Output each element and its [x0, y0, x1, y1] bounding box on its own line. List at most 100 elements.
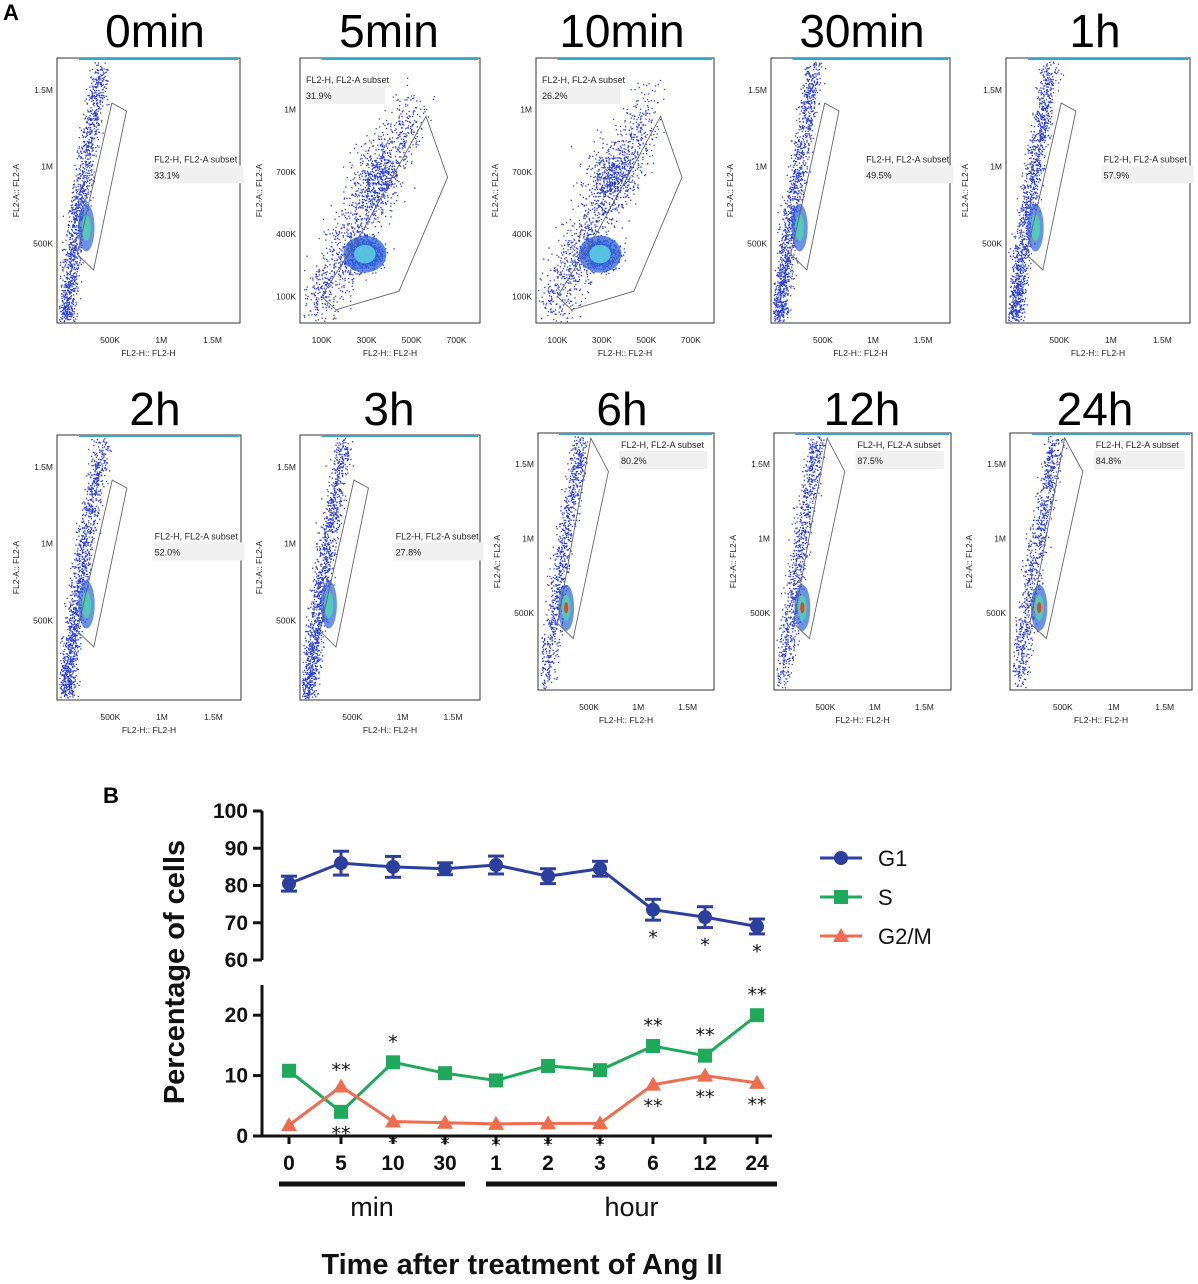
event-dot	[83, 175, 85, 177]
event-dot	[317, 275, 319, 278]
event-dot	[621, 140, 623, 142]
event-dot	[84, 195, 86, 197]
event-dot	[72, 294, 75, 296]
event-dot	[400, 185, 402, 187]
event-dot	[400, 138, 403, 140]
event-dot	[327, 229, 329, 231]
event-dot	[396, 138, 398, 140]
event-dot	[603, 196, 606, 198]
event-dot	[612, 163, 614, 165]
event-dot	[423, 108, 425, 110]
event-dot	[63, 312, 65, 314]
event-dot	[372, 175, 374, 178]
event-dot	[101, 97, 104, 99]
event-dot	[562, 248, 565, 250]
event-dot	[383, 267, 386, 269]
event-dot	[65, 310, 68, 312]
event-dot	[381, 172, 383, 174]
event-dot	[543, 292, 545, 294]
event-dot	[562, 254, 564, 256]
event-dot	[350, 167, 353, 169]
event-dot	[361, 170, 363, 172]
event-dot	[590, 223, 593, 225]
event-dot	[68, 307, 70, 309]
event-dot	[608, 196, 610, 198]
event-dot	[614, 164, 616, 166]
event-dot	[365, 208, 367, 211]
event-dot	[323, 272, 325, 274]
event-dot	[398, 156, 401, 158]
event-dot	[575, 279, 577, 281]
x-tick-label: 500K	[100, 335, 120, 345]
event-dot	[363, 233, 366, 235]
event-dot	[547, 287, 550, 289]
event-dot	[567, 229, 569, 231]
event-dot	[378, 176, 380, 178]
event-dot	[313, 287, 315, 289]
event-dot	[67, 264, 69, 266]
event-dot	[93, 154, 95, 156]
event-dot	[316, 297, 318, 299]
event-dot	[315, 288, 318, 290]
event-dot	[61, 313, 63, 316]
event-dot	[70, 265, 72, 268]
event-dot	[649, 143, 651, 145]
event-dot	[315, 273, 317, 275]
event-dot	[630, 136, 632, 138]
event-dot	[393, 168, 395, 170]
event-dot	[556, 283, 559, 285]
event-dot	[87, 177, 90, 179]
event-dot	[332, 250, 334, 252]
event-dot	[629, 161, 631, 164]
event-dot	[355, 173, 357, 176]
event-dot	[92, 149, 94, 151]
event-dot	[94, 130, 96, 133]
event-dot	[355, 190, 357, 192]
event-dot	[90, 137, 93, 140]
event-dot	[92, 99, 94, 102]
event-dot	[409, 127, 412, 130]
event-dot	[559, 306, 562, 308]
event-dot	[336, 233, 338, 235]
event-dot	[70, 275, 72, 277]
event-dot	[622, 207, 624, 209]
event-dot	[68, 297, 70, 299]
event-dot	[380, 177, 382, 179]
event-dot	[100, 74, 102, 76]
event-dot	[88, 123, 90, 125]
event-dot	[598, 183, 601, 185]
event-dot	[349, 152, 351, 154]
event-dot	[374, 166, 376, 169]
event-dot	[574, 244, 576, 246]
event-dot	[331, 286, 333, 288]
event-dot	[85, 161, 88, 163]
event-dot	[350, 194, 353, 196]
event-dot	[71, 228, 73, 231]
event-dot	[335, 236, 337, 238]
event-dot	[63, 303, 65, 305]
event-dot	[583, 215, 585, 217]
event-dot	[372, 145, 375, 147]
event-dot	[94, 86, 96, 88]
event-dot	[637, 145, 639, 148]
event-dot	[71, 277, 74, 279]
event-dot	[378, 164, 380, 166]
event-dot	[376, 164, 378, 166]
event-dot	[631, 115, 634, 117]
event-dot	[63, 296, 66, 298]
event-dot	[75, 276, 77, 279]
event-dot	[641, 137, 644, 140]
event-dot	[384, 159, 386, 162]
event-dot	[646, 134, 648, 136]
event-dot	[364, 272, 366, 274]
event-dot	[380, 143, 382, 146]
event-dot	[78, 177, 80, 179]
event-dot	[73, 217, 75, 219]
event-dot	[616, 181, 619, 183]
event-dot	[382, 152, 384, 154]
event-dot	[347, 235, 349, 238]
event-dot	[366, 135, 368, 137]
event-dot	[635, 156, 637, 158]
event-dot	[60, 293, 63, 295]
event-dot	[578, 219, 581, 221]
